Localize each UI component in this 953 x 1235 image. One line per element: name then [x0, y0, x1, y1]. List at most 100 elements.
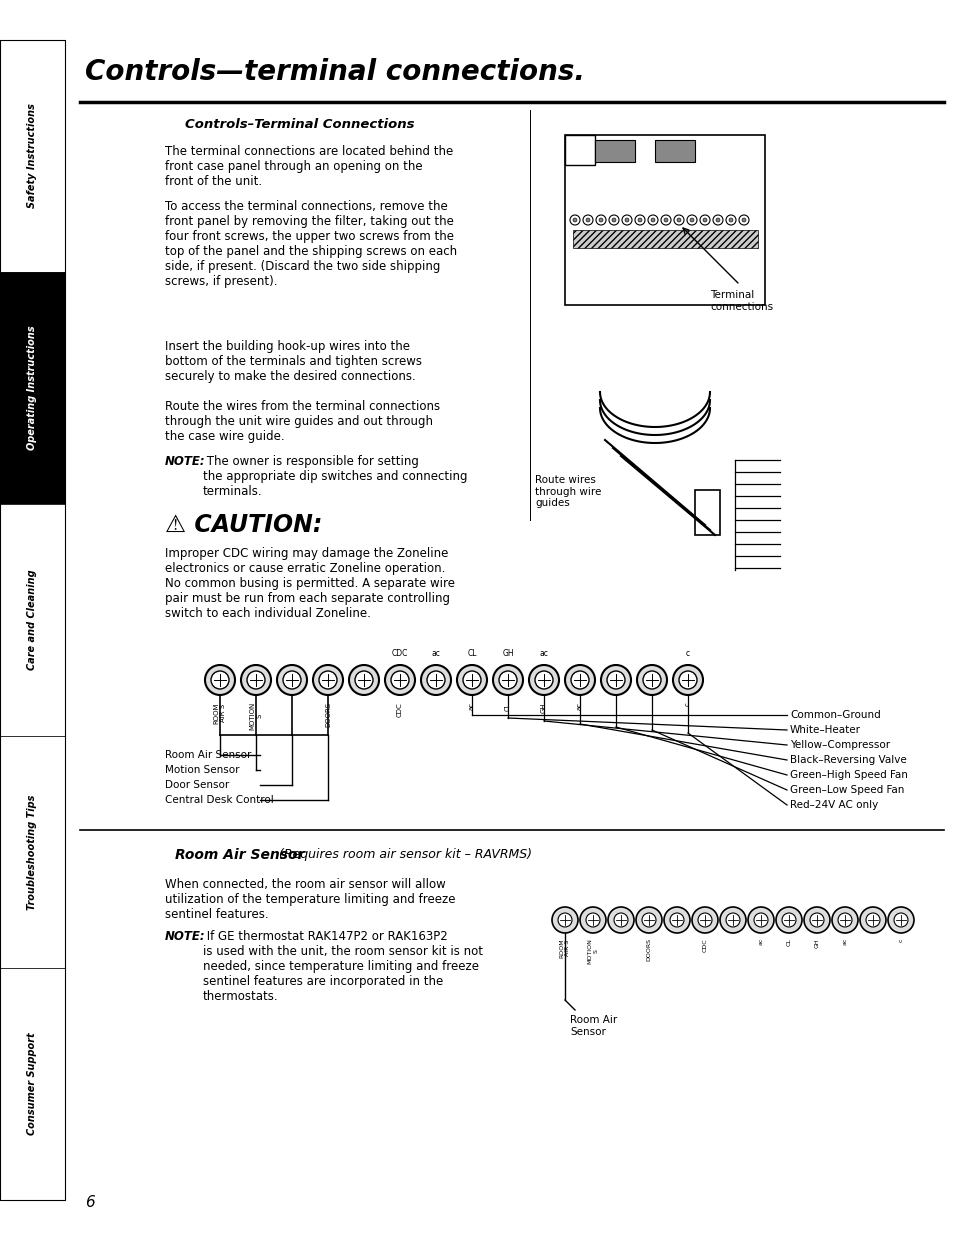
Text: ac: ac: [841, 939, 846, 945]
Circle shape: [624, 219, 628, 222]
Circle shape: [672, 664, 702, 695]
Circle shape: [753, 913, 767, 927]
Text: c: c: [898, 939, 902, 941]
Text: Central Desk Control: Central Desk Control: [165, 795, 274, 805]
Circle shape: [535, 671, 553, 689]
Text: Motion Sensor: Motion Sensor: [165, 764, 239, 776]
Circle shape: [276, 664, 307, 695]
Text: CDC: CDC: [396, 701, 402, 716]
Circle shape: [638, 219, 641, 222]
Text: ac: ac: [539, 650, 548, 658]
Text: Consumer Support: Consumer Support: [28, 1032, 37, 1135]
Text: The terminal connections are located behind the
front case panel through an open: The terminal connections are located beh…: [165, 144, 453, 188]
Circle shape: [728, 219, 732, 222]
Text: Improper CDC wiring may damage the Zoneline
electronics or cause erratic Zonelin: Improper CDC wiring may damage the Zonel…: [165, 547, 455, 620]
Circle shape: [637, 664, 666, 695]
Circle shape: [677, 219, 680, 222]
Bar: [0, 504, 65, 736]
Text: ac: ac: [431, 650, 440, 658]
Circle shape: [650, 219, 655, 222]
Text: GH: GH: [814, 939, 819, 947]
Text: Room Air Sensor: Room Air Sensor: [165, 750, 251, 760]
Circle shape: [865, 913, 879, 927]
Circle shape: [741, 219, 745, 222]
Circle shape: [809, 913, 823, 927]
Bar: [564, 135, 764, 305]
Circle shape: [837, 913, 851, 927]
Text: (Requires room air sensor kit – RAVRMS): (Requires room air sensor kit – RAVRMS): [274, 848, 532, 861]
Text: Door Sensor: Door Sensor: [165, 781, 229, 790]
Bar: [0, 968, 65, 1200]
Circle shape: [564, 664, 595, 695]
Circle shape: [607, 906, 634, 932]
Text: Care and Cleaning: Care and Cleaning: [28, 569, 37, 671]
Bar: [655, 140, 695, 162]
Circle shape: [349, 664, 378, 695]
Text: Yellow–Compressor: Yellow–Compressor: [789, 740, 889, 750]
Circle shape: [552, 906, 578, 932]
Circle shape: [698, 913, 711, 927]
Circle shape: [558, 913, 572, 927]
Text: 6: 6: [85, 1195, 94, 1210]
Circle shape: [573, 219, 577, 222]
Circle shape: [803, 906, 829, 932]
Circle shape: [642, 671, 660, 689]
Text: CL: CL: [467, 650, 476, 658]
Text: Route the wires from the terminal connections
through the unit wire guides and o: Route the wires from the terminal connec…: [165, 400, 439, 443]
Bar: [0, 736, 65, 968]
Circle shape: [462, 671, 480, 689]
Circle shape: [689, 219, 693, 222]
Circle shape: [614, 913, 627, 927]
Circle shape: [427, 671, 444, 689]
Circle shape: [585, 913, 599, 927]
Circle shape: [775, 906, 801, 932]
Circle shape: [887, 906, 913, 932]
Circle shape: [385, 664, 415, 695]
Circle shape: [636, 906, 661, 932]
Circle shape: [641, 913, 656, 927]
Bar: [564, 135, 595, 165]
Bar: [595, 140, 635, 162]
Text: CDC: CDC: [392, 650, 408, 658]
Text: CDC: CDC: [701, 939, 707, 952]
Circle shape: [669, 913, 683, 927]
Circle shape: [702, 219, 706, 222]
Text: Red–24V AC only: Red–24V AC only: [789, 800, 878, 810]
Circle shape: [205, 664, 234, 695]
Circle shape: [716, 219, 720, 222]
Circle shape: [313, 664, 343, 695]
Circle shape: [318, 671, 336, 689]
Text: c: c: [685, 650, 689, 658]
Text: NOTE:: NOTE:: [165, 930, 206, 944]
Text: Common–Ground: Common–Ground: [789, 710, 880, 720]
Circle shape: [720, 906, 745, 932]
Text: CL: CL: [785, 939, 791, 946]
Text: ac: ac: [469, 701, 475, 710]
Text: MOTION
S: MOTION S: [587, 939, 598, 963]
Text: Operating Instructions: Operating Instructions: [28, 326, 37, 451]
Circle shape: [598, 219, 602, 222]
Text: When connected, the room air sensor will allow
utilization of the temperature li: When connected, the room air sensor will…: [165, 878, 455, 921]
Text: Black–Reversing Valve: Black–Reversing Valve: [789, 755, 905, 764]
Text: DOORS: DOORS: [646, 939, 651, 961]
Circle shape: [600, 664, 630, 695]
Text: Room Air Sensor: Room Air Sensor: [174, 848, 304, 862]
Text: Green–Low Speed Fan: Green–Low Speed Fan: [789, 785, 903, 795]
Text: Insert the building hook-up wires into the
bottom of the terminals and tighten s: Insert the building hook-up wires into t…: [165, 340, 421, 383]
Circle shape: [747, 906, 773, 932]
Text: ROOM
AIR S: ROOM AIR S: [559, 939, 570, 957]
Circle shape: [859, 906, 885, 932]
Circle shape: [247, 671, 265, 689]
Text: ROOM
AIR S: ROOM AIR S: [213, 701, 226, 724]
Circle shape: [579, 906, 605, 932]
Circle shape: [725, 913, 740, 927]
Circle shape: [781, 913, 795, 927]
Circle shape: [355, 671, 373, 689]
Circle shape: [893, 913, 907, 927]
Text: Route wires
through wire
guides: Route wires through wire guides: [535, 475, 600, 508]
Text: NOTE:: NOTE:: [165, 454, 206, 468]
Text: Green–High Speed Fan: Green–High Speed Fan: [789, 769, 907, 781]
Text: c: c: [684, 701, 690, 706]
Bar: [573, 230, 758, 248]
Text: CL: CL: [504, 701, 511, 710]
